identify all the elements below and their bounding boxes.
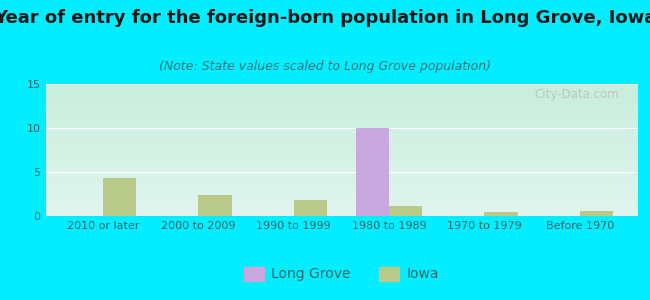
Text: Year of entry for the foreign-born population in Long Grove, Iowa: Year of entry for the foreign-born popul…: [0, 9, 650, 27]
Bar: [294, 200, 327, 216]
Text: (Note: State values scaled to Long Grove population): (Note: State values scaled to Long Grove…: [159, 60, 491, 73]
Bar: [389, 206, 422, 216]
Bar: [580, 211, 613, 216]
Bar: [356, 128, 389, 216]
Bar: [103, 178, 136, 216]
Text: City-Data.com: City-Data.com: [535, 88, 619, 101]
Bar: [484, 212, 518, 216]
Legend: Long Grove, Iowa: Long Grove, Iowa: [237, 260, 446, 288]
Bar: [198, 195, 231, 216]
